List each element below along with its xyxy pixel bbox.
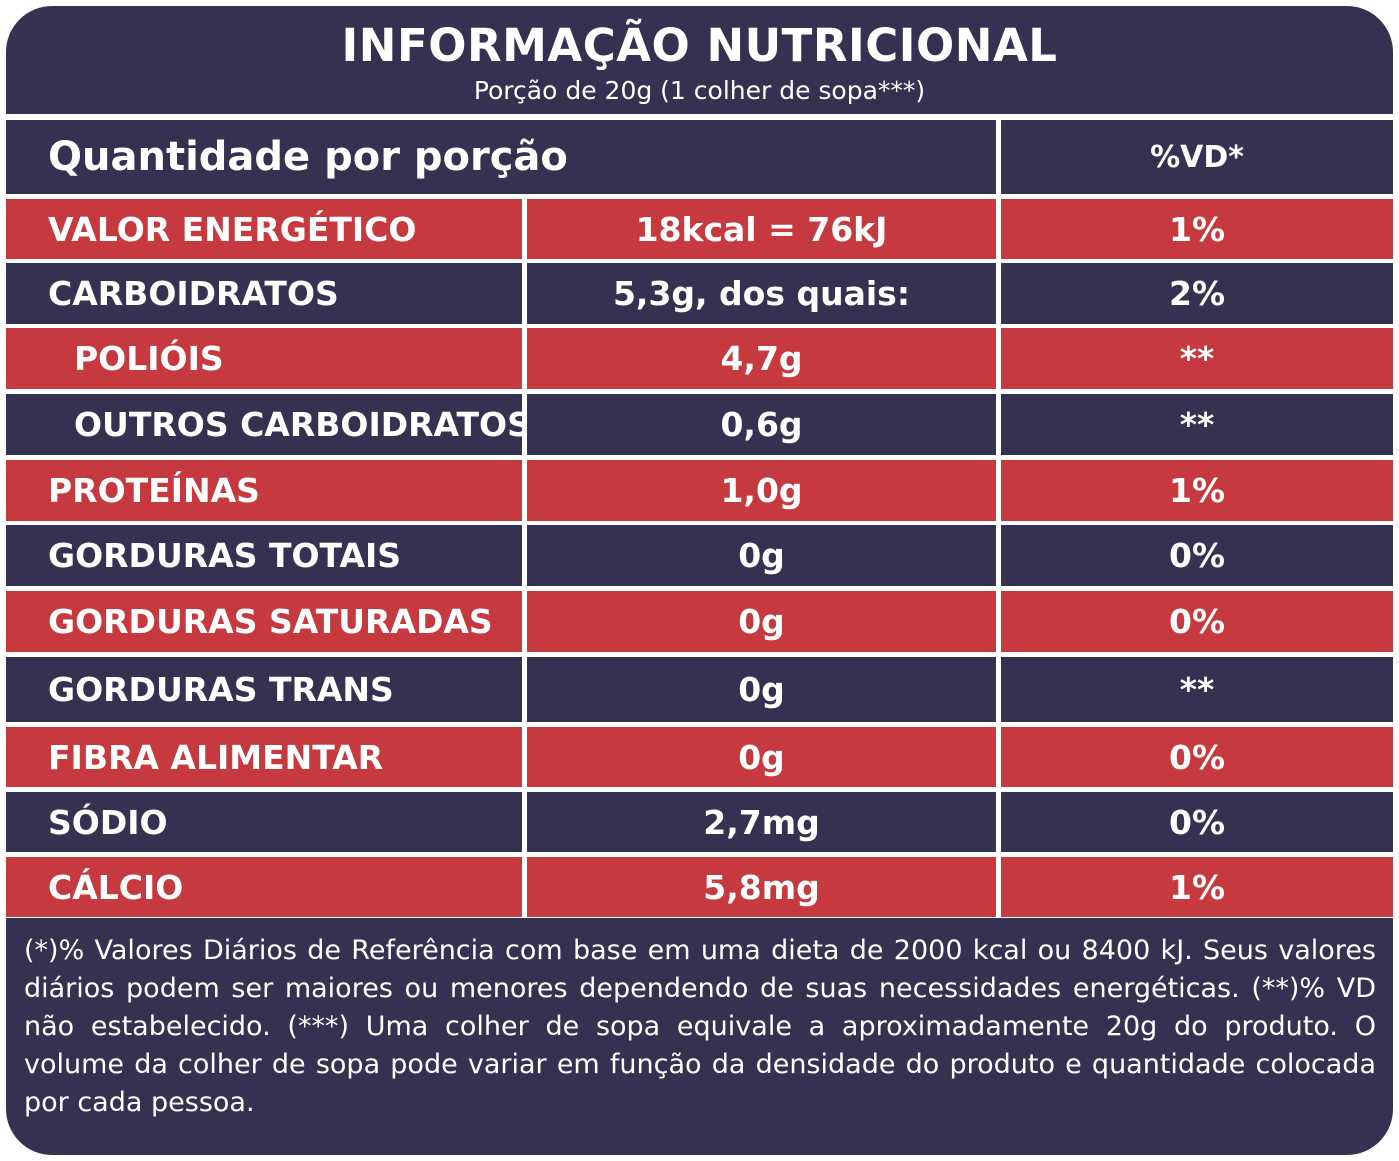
nutrient-name: CÁLCIO	[6, 857, 522, 917]
nutrient-vd: 0%	[1001, 591, 1393, 652]
nutrient-amount: 4,7g	[527, 328, 996, 389]
nutrient-name: FIBRA ALIMENTAR	[6, 727, 522, 787]
nutrient-vd: 1%	[1001, 199, 1393, 259]
nutrient-name: CARBOIDRATOS	[6, 263, 522, 324]
nutrient-amount: 0g	[527, 591, 996, 652]
nutrient-name: VALOR ENERGÉTICO	[6, 199, 522, 259]
nutrient-amount: 0g	[527, 525, 996, 586]
nutrient-amount: 5,8mg	[527, 857, 996, 917]
nutrient-amount: 18kcal = 76kJ	[527, 199, 996, 259]
nutrient-vd: 0%	[1001, 525, 1393, 586]
nutrient-name: SÓDIO	[6, 792, 522, 852]
nutrient-amount: 1,0g	[527, 460, 996, 521]
nutrient-name: GORDURAS TOTAIS	[6, 525, 522, 586]
nutrient-vd: 2%	[1001, 263, 1393, 324]
nutrient-vd: 0%	[1001, 792, 1393, 852]
nutrient-amount: 0g	[527, 727, 996, 787]
nutrient-name: GORDURAS SATURADAS	[6, 591, 522, 652]
footer: (*)% Valores Diários de Referência com b…	[6, 918, 1393, 1155]
nutrient-amount: 2,7mg	[527, 792, 996, 852]
footnote: (*)% Valores Diários de Referência com b…	[24, 935, 1376, 1118]
nutrient-vd: **	[1001, 394, 1393, 455]
nutrient-name: POLIÓIS	[6, 328, 522, 389]
nutrient-vd: 0%	[1001, 727, 1393, 787]
nutrition-facts-label: INFORMAÇÃO NUTRICIONAL Porção de 20g (1 …	[6, 6, 1393, 1155]
serving-size: Porção de 20g (1 colher de sopa***)	[473, 76, 926, 105]
header-vd-label: %VD*	[1001, 120, 1393, 194]
nutrient-name: PROTEÍNAS	[6, 460, 522, 521]
label-title: INFORMAÇÃO NUTRICIONAL	[341, 19, 1058, 72]
nutrient-vd: **	[1001, 328, 1393, 389]
nutrient-amount: 5,3g, dos quais:	[527, 263, 996, 324]
nutrient-vd: 1%	[1001, 460, 1393, 521]
nutrient-vd: 1%	[1001, 857, 1393, 917]
nutrient-vd: **	[1001, 657, 1393, 722]
header-quantity-label: Quantidade por porção	[6, 120, 996, 194]
nutrient-amount: 0g	[527, 657, 996, 722]
nutrient-name: OUTROS CARBOIDRATOS	[6, 394, 531, 455]
nutrient-amount: 0,6g	[527, 394, 996, 455]
title-band: INFORMAÇÃO NUTRICIONAL Porção de 20g (1 …	[6, 6, 1393, 114]
nutrient-name: GORDURAS TRANS	[6, 657, 522, 722]
